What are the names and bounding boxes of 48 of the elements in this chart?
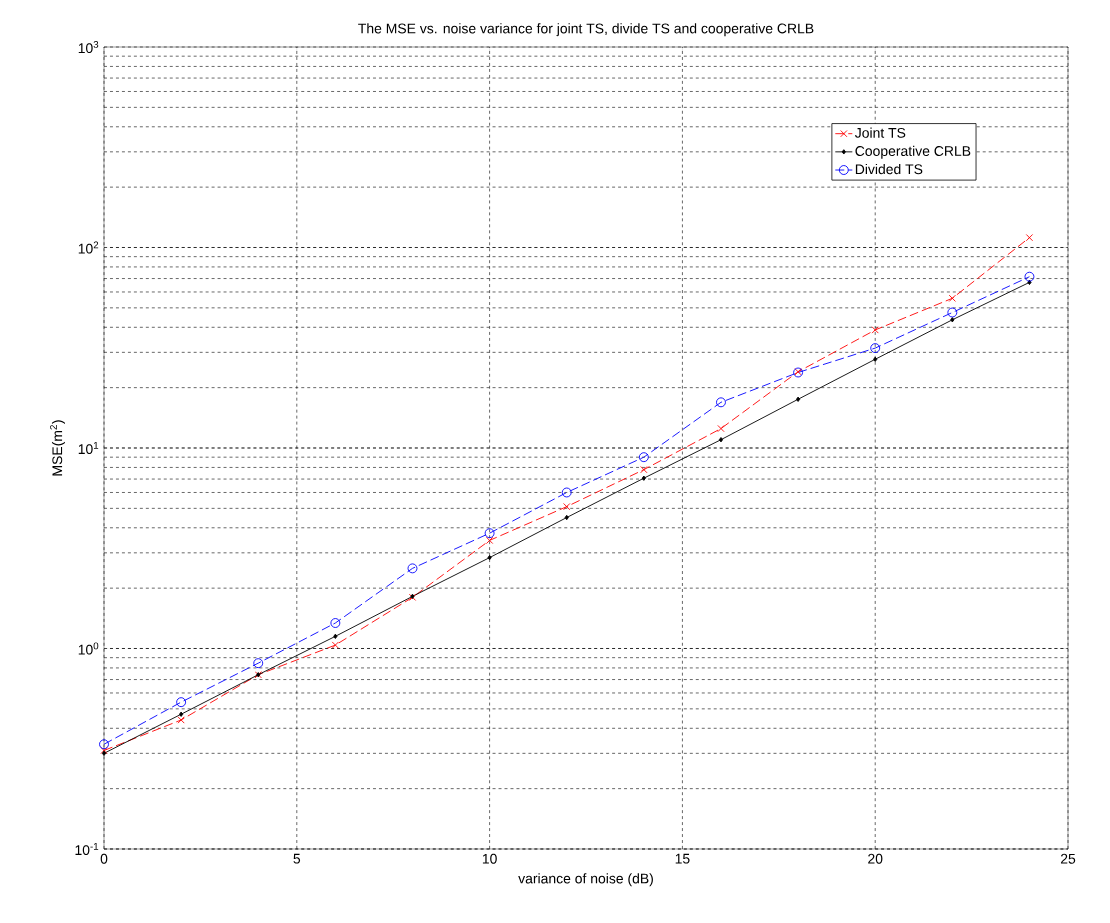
point: [796, 396, 801, 402]
point: [950, 317, 955, 323]
point: [564, 514, 569, 521]
x-tick-label: 15: [675, 853, 690, 864]
point: [948, 294, 956, 302]
point: [873, 356, 878, 362]
point: [717, 424, 725, 433]
y-tick-label: 10$^{2}$: [78, 241, 99, 254]
point: [947, 307, 958, 318]
point: [563, 503, 571, 511]
legend-label: Joint TS: [854, 127, 906, 138]
point: [333, 633, 338, 639]
point: [101, 750, 107, 756]
point: [487, 554, 492, 561]
point: [331, 641, 339, 649]
x-tick-label: 5: [293, 853, 301, 864]
y-tick-label: 10$^{0}$: [78, 642, 99, 655]
point: [485, 536, 494, 545]
point: [176, 697, 187, 708]
point: [407, 563, 418, 574]
point: [330, 618, 341, 628]
point: [718, 437, 724, 443]
x-tick-label: 20: [868, 853, 883, 864]
x-axis-title: variance of noise (dB): [518, 873, 653, 887]
y-tick-label: 10$^{3}$: [78, 40, 99, 54]
point: [716, 397, 726, 408]
point: [870, 343, 881, 354]
y-tick-label: 10$^{-1}$: [75, 842, 99, 856]
legend-label: Divided TS: [855, 163, 923, 175]
point: [1025, 234, 1034, 242]
point: [871, 326, 879, 334]
legend-label: Cooperative CRLB: [855, 145, 971, 159]
point: [641, 475, 646, 481]
point: [253, 658, 264, 669]
chart-title: The MSE vs. noise variance for joint TS, divide TS and cooperative CRLB: [358, 23, 814, 37]
point: [1024, 271, 1035, 282]
point: [640, 466, 648, 474]
point: [99, 739, 109, 750]
point: [484, 528, 495, 539]
y-tick-label: 10$^{1}$: [78, 441, 99, 455]
y-axis-title: MSE(m$^{2}$): [50, 420, 65, 476]
x-tick-label: 25: [1060, 853, 1076, 864]
x-tick-label: 0: [100, 853, 108, 864]
point: [179, 711, 184, 717]
point: [638, 452, 649, 463]
point: [177, 716, 185, 724]
point: [561, 487, 572, 498]
x-tick-label: 10: [482, 853, 497, 864]
